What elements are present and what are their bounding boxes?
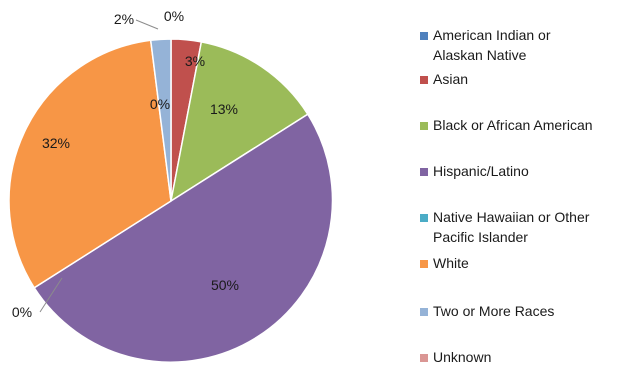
legend-marker-white: [420, 260, 428, 268]
data-label-native-hawaiian-or-other-pacific-islander: 0%: [12, 304, 32, 320]
legend-label-two-or-more-races: Two or More Races: [433, 303, 554, 319]
legend-label-unknown: Unknown: [433, 349, 491, 365]
legend-item-native-hawaiian-or-other-pacific-islander: Native Hawaiian or Other Pacific Islander: [420, 209, 590, 245]
legend-item-unknown: Unknown: [420, 349, 491, 365]
data-label-asian: 3%: [185, 53, 205, 69]
legend-label-hispanic-latino: Hispanic/Latino: [433, 163, 529, 179]
leader-lines: [39, 19, 159, 313]
data-labels: 0% 3% 13% 50% 0% 32% 2% 0%: [12, 8, 239, 320]
data-label-unknown: 0%: [150, 96, 170, 112]
legend-label-asian: Asian: [433, 71, 468, 87]
legend-item-asian: Asian: [420, 71, 468, 87]
legend-label-white: White: [433, 255, 469, 271]
leader-line-two-or-more-races: [135, 19, 159, 30]
data-label-black-or-african-american: 13%: [210, 101, 238, 117]
legend-label-black-or-african-american: Black or African American: [433, 117, 593, 133]
pie-slice-two-or-more-races: [149, 38, 172, 202]
pie-slice-white: [8, 39, 172, 289]
data-label-white: 32%: [42, 135, 70, 151]
data-label-american-indian-or-alaskan-native: 0%: [164, 8, 184, 24]
data-label-hispanic-latino: 50%: [211, 277, 239, 293]
legend-item-two-or-more-races: Two or More Races: [420, 303, 554, 319]
leader-line-native-hawaiian-or-other-pacific-islander: [39, 277, 63, 313]
legend-marker-black-or-african-american: [420, 122, 428, 130]
pie-slice-hispanic-latino: [33, 113, 334, 363]
legend-marker-two-or-more-races: [420, 308, 428, 316]
legend-label-native-hawaiian-or-other-pacific-islander: Native Hawaiian or Other Pacific Islander: [433, 209, 590, 245]
legend-item-american-indian-or-alaskan-native: American Indian or Alaskan Native: [420, 27, 551, 63]
legend-marker-unknown: [420, 354, 428, 362]
pie-slices: [8, 38, 334, 363]
pie-slice-black-or-african-american: [169, 40, 309, 203]
legend: American Indian or Alaskan Native Asian Bla…: [420, 27, 593, 365]
legend-marker-native-hawaiian-or-other-pacific-islander: [420, 214, 428, 222]
legend-item-hispanic-latino: Hispanic/Latino: [420, 163, 529, 179]
legend-marker-hispanic-latino: [420, 168, 428, 176]
data-label-two-or-more-races: 2%: [114, 11, 134, 27]
legend-item-white: White: [420, 255, 469, 271]
legend-marker-asian: [420, 76, 428, 84]
legend-label-american-indian-or-alaskan-native: American Indian or Alaskan Native: [433, 27, 551, 63]
legend-item-black-or-african-american: Black or African American: [420, 117, 593, 133]
legend-marker-american-indian-or-alaskan-native: [420, 32, 428, 40]
